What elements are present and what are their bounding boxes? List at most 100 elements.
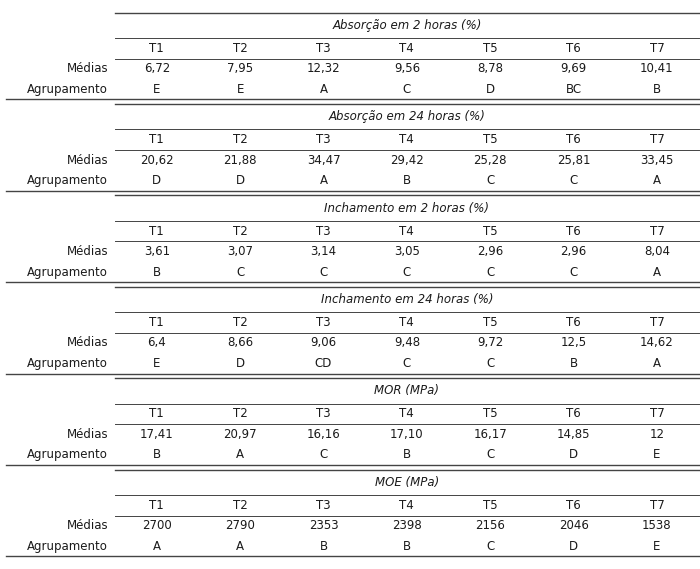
Text: D: D <box>236 174 245 187</box>
Text: T4: T4 <box>400 407 414 420</box>
Text: E: E <box>653 540 661 552</box>
Text: T1: T1 <box>149 499 164 512</box>
Text: A: A <box>319 174 328 187</box>
Text: T1: T1 <box>149 407 164 420</box>
Text: Inchamento em 24 horas (%): Inchamento em 24 horas (%) <box>321 293 493 306</box>
Text: 9,72: 9,72 <box>477 336 503 349</box>
Text: 12,5: 12,5 <box>561 336 587 349</box>
Text: D: D <box>569 540 578 552</box>
Text: D: D <box>569 448 578 461</box>
Text: C: C <box>319 266 328 279</box>
Text: B: B <box>402 174 411 187</box>
Text: T2: T2 <box>233 316 248 329</box>
Text: BC: BC <box>566 83 582 96</box>
Text: T7: T7 <box>650 42 664 55</box>
Text: C: C <box>486 540 494 552</box>
Text: 8,04: 8,04 <box>644 245 670 258</box>
Text: 2353: 2353 <box>309 519 338 533</box>
Text: B: B <box>153 266 161 279</box>
Text: A: A <box>236 540 244 552</box>
Text: 1538: 1538 <box>642 519 672 533</box>
Text: Agrupamento: Agrupamento <box>27 83 108 96</box>
Text: T2: T2 <box>233 407 248 420</box>
Text: 7,95: 7,95 <box>227 62 253 75</box>
Text: 2,96: 2,96 <box>561 245 587 258</box>
Text: T5: T5 <box>483 133 498 146</box>
Text: T5: T5 <box>483 42 498 55</box>
Text: 9,69: 9,69 <box>561 62 587 75</box>
Text: 16,17: 16,17 <box>473 428 507 441</box>
Text: T2: T2 <box>233 42 248 55</box>
Text: T2: T2 <box>233 499 248 512</box>
Text: 2,96: 2,96 <box>477 245 503 258</box>
Text: 34,47: 34,47 <box>307 154 340 167</box>
Text: 2156: 2156 <box>475 519 505 533</box>
Text: D: D <box>152 174 161 187</box>
Text: Médias: Médias <box>66 154 108 167</box>
Text: Médias: Médias <box>66 245 108 258</box>
Text: 8,78: 8,78 <box>477 62 503 75</box>
Text: T4: T4 <box>400 133 414 146</box>
Text: C: C <box>402 357 411 370</box>
Text: T7: T7 <box>650 225 664 238</box>
Text: A: A <box>653 266 661 279</box>
Text: 2046: 2046 <box>559 519 589 533</box>
Text: 6,72: 6,72 <box>144 62 170 75</box>
Text: T7: T7 <box>650 499 664 512</box>
Text: MOE (MPa): MOE (MPa) <box>374 476 439 489</box>
Text: B: B <box>319 540 328 552</box>
Text: 6,4: 6,4 <box>148 336 166 349</box>
Text: B: B <box>153 448 161 461</box>
Text: 29,42: 29,42 <box>390 154 424 167</box>
Text: C: C <box>319 448 328 461</box>
Text: 14,85: 14,85 <box>556 428 590 441</box>
Text: T4: T4 <box>400 225 414 238</box>
Text: Inchamento em 2 horas (%): Inchamento em 2 horas (%) <box>324 201 489 215</box>
Text: B: B <box>570 357 578 370</box>
Text: CD: CD <box>315 357 332 370</box>
Text: T3: T3 <box>316 499 331 512</box>
Text: D: D <box>236 357 245 370</box>
Text: Absorção em 2 horas (%): Absorção em 2 horas (%) <box>332 19 482 32</box>
Text: T1: T1 <box>149 316 164 329</box>
Text: T5: T5 <box>483 499 498 512</box>
Text: T2: T2 <box>233 225 248 238</box>
Text: T3: T3 <box>316 42 331 55</box>
Text: T3: T3 <box>316 133 331 146</box>
Text: A: A <box>653 357 661 370</box>
Text: 3,61: 3,61 <box>144 245 170 258</box>
Text: 17,10: 17,10 <box>390 428 424 441</box>
Text: 3,07: 3,07 <box>227 245 253 258</box>
Text: T2: T2 <box>233 133 248 146</box>
Text: 2700: 2700 <box>142 519 172 533</box>
Text: T6: T6 <box>566 42 581 55</box>
Text: T4: T4 <box>400 499 414 512</box>
Text: T3: T3 <box>316 316 331 329</box>
Text: 9,06: 9,06 <box>310 336 337 349</box>
Text: Agrupamento: Agrupamento <box>27 448 108 461</box>
Text: A: A <box>236 448 244 461</box>
Text: 17,41: 17,41 <box>140 428 174 441</box>
Text: T6: T6 <box>566 499 581 512</box>
Text: T4: T4 <box>400 316 414 329</box>
Text: 14,62: 14,62 <box>640 336 674 349</box>
Text: C: C <box>486 266 494 279</box>
Text: D: D <box>486 83 495 96</box>
Text: T6: T6 <box>566 133 581 146</box>
Text: MOR (MPa): MOR (MPa) <box>374 385 440 397</box>
Text: 2790: 2790 <box>225 519 255 533</box>
Text: Agrupamento: Agrupamento <box>27 540 108 552</box>
Text: C: C <box>236 266 244 279</box>
Text: C: C <box>486 448 494 461</box>
Text: T6: T6 <box>566 407 581 420</box>
Text: C: C <box>569 266 577 279</box>
Text: E: E <box>237 83 244 96</box>
Text: 9,56: 9,56 <box>394 62 420 75</box>
Text: 8,66: 8,66 <box>227 336 253 349</box>
Text: Médias: Médias <box>66 519 108 533</box>
Text: 9,48: 9,48 <box>394 336 420 349</box>
Text: 20,62: 20,62 <box>140 154 174 167</box>
Text: T4: T4 <box>400 42 414 55</box>
Text: 12: 12 <box>650 428 664 441</box>
Text: A: A <box>153 540 161 552</box>
